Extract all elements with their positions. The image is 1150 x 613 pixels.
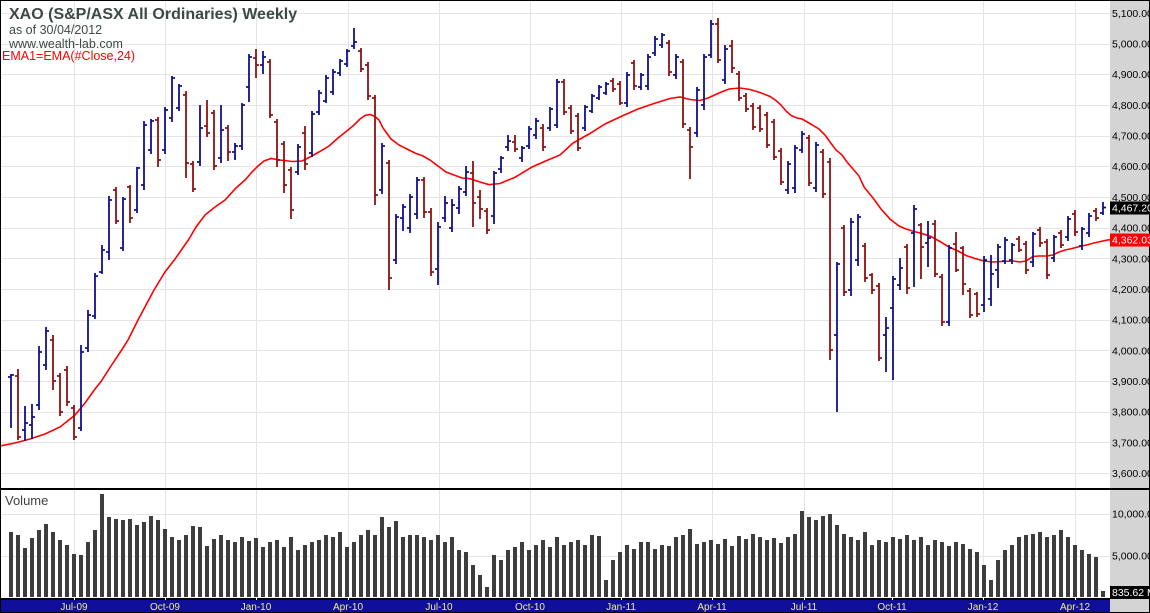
- svg-text:4,400.00: 4,400.00: [1112, 223, 1150, 235]
- svg-text:Oct-11: Oct-11: [877, 602, 907, 613]
- svg-text:4,800.00: 4,800.00: [1112, 100, 1150, 112]
- svg-text:Volume: Volume: [5, 493, 48, 508]
- svg-text:Jul-10: Jul-10: [425, 602, 453, 613]
- svg-text:Jan-11: Jan-11: [606, 602, 636, 613]
- svg-text:4,600.00: 4,600.00: [1112, 161, 1150, 173]
- svg-text:4,500.00: 4,500.00: [1112, 192, 1150, 204]
- svg-text:Apr-11: Apr-11: [697, 602, 727, 613]
- svg-text:835.62 M: 835.62 M: [1112, 587, 1150, 599]
- svg-text:Oct-10: Oct-10: [515, 602, 545, 613]
- svg-text:Oct-09: Oct-09: [150, 602, 180, 613]
- svg-text:3,600.00: 3,600.00: [1112, 468, 1150, 480]
- svg-text:4,900.00: 4,900.00: [1112, 69, 1150, 81]
- svg-text:Jan-12: Jan-12: [968, 602, 999, 613]
- svg-text:4,362.03: 4,362.03: [1112, 235, 1150, 247]
- svg-text:5,000.00: 5,000.00: [1112, 551, 1150, 563]
- svg-text:Jul-09: Jul-09: [60, 602, 88, 613]
- svg-text:3,700.00: 3,700.00: [1112, 437, 1150, 449]
- svg-text:Jan-10: Jan-10: [241, 602, 272, 613]
- svg-text:4,300.00: 4,300.00: [1112, 253, 1150, 265]
- svg-text:Apr-10: Apr-10: [333, 602, 363, 613]
- svg-text:4,467.20: 4,467.20: [1112, 203, 1150, 215]
- svg-text:4,700.00: 4,700.00: [1112, 131, 1150, 143]
- svg-text:10,000.0: 10,000.0: [1112, 509, 1150, 521]
- svg-text:4,000.00: 4,000.00: [1112, 345, 1150, 357]
- svg-text:3,800.00: 3,800.00: [1112, 407, 1150, 419]
- svg-text:XAO (S&P/ASX All Ordinaries) W: XAO (S&P/ASX All Ordinaries) Weekly: [9, 6, 297, 23]
- svg-text:Apr-12: Apr-12: [1060, 602, 1090, 613]
- svg-text:4,200.00: 4,200.00: [1112, 284, 1150, 296]
- svg-text:www.wealth-lab.com: www.wealth-lab.com: [8, 37, 123, 51]
- svg-text:5,000.00: 5,000.00: [1112, 39, 1150, 51]
- svg-text:Jul-11: Jul-11: [791, 602, 818, 613]
- svg-text:3,900.00: 3,900.00: [1112, 376, 1150, 388]
- svg-text:as of 30/04/2012: as of 30/04/2012: [9, 23, 102, 37]
- svg-text:4,100.00: 4,100.00: [1112, 315, 1150, 327]
- svg-text:EMA1=EMA(#Close,24): EMA1=EMA(#Close,24): [2, 49, 135, 63]
- svg-text:5,100.00: 5,100.00: [1112, 8, 1150, 20]
